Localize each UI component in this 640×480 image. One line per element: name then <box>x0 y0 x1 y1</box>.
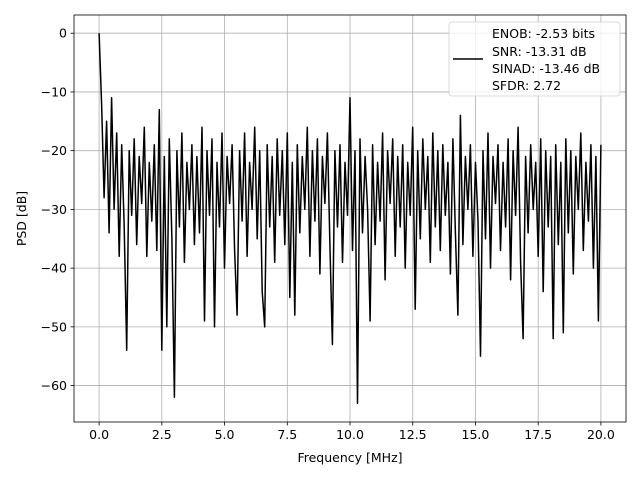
y-tick-label: −10 <box>41 84 67 99</box>
legend-enob: ENOB: -2.53 bits <box>492 26 595 41</box>
psd-line <box>98 33 602 404</box>
y-tick-label: −20 <box>41 143 67 158</box>
x-tick-label: 0.0 <box>89 427 109 442</box>
x-tick-label: 5.0 <box>215 427 235 442</box>
legend-snr: SNR: -13.31 dB <box>492 44 587 59</box>
legend-box <box>448 21 621 97</box>
y-tick-label: −50 <box>41 319 67 334</box>
x-tick-label: 12.5 <box>399 427 427 442</box>
y-axis-label: PSD [dB] <box>14 191 29 246</box>
x-axis-ticks: 0.0 2.5 5.0 7.5 10.0 12.5 15.0 17.5 20.0 <box>89 422 615 442</box>
x-tick-label: 20.0 <box>587 427 615 442</box>
x-tick-label: 15.0 <box>462 427 490 442</box>
y-tick-label: −40 <box>41 261 67 276</box>
y-tick-label: −30 <box>41 202 67 217</box>
grid <box>74 15 626 422</box>
legend: ENOB: -2.53 bits SNR: -13.31 dB SINAD: -… <box>448 21 621 97</box>
y-axis-ticks: 0 −10 −20 −30 −40 −50 −60 <box>41 26 74 393</box>
x-tick-label: 10.0 <box>336 427 364 442</box>
x-tick-label: 7.5 <box>277 427 297 442</box>
x-tick-label: 2.5 <box>152 427 172 442</box>
series-layer <box>98 33 602 404</box>
y-tick-label: −60 <box>41 378 67 393</box>
legend-sinad: SINAD: -13.46 dB <box>492 61 600 76</box>
x-tick-label: 17.5 <box>524 427 552 442</box>
x-axis-label: Frequency [MHz] <box>297 450 402 465</box>
legend-sfdr: SFDR: 2.72 <box>492 78 561 93</box>
y-tick-label: 0 <box>59 26 67 41</box>
